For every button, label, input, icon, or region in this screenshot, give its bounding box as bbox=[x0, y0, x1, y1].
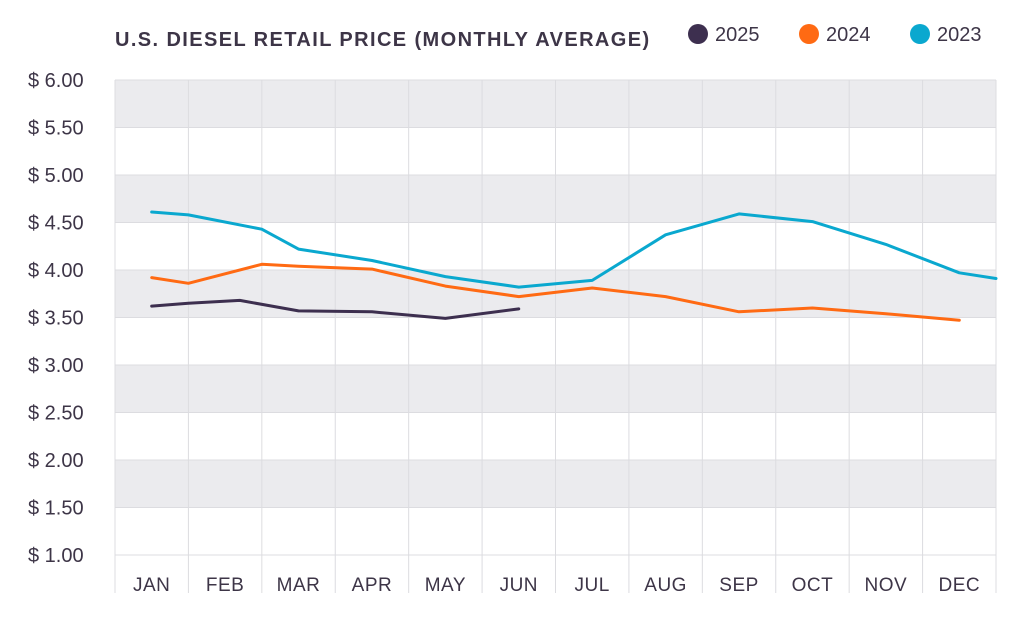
y-tick-label: $ 5.50 bbox=[28, 118, 84, 140]
x-tick-label: MAR bbox=[277, 575, 321, 596]
y-tick-label: $ 6.00 bbox=[28, 70, 84, 92]
x-tick-label: APR bbox=[352, 575, 393, 596]
series-line-2025 bbox=[150, 298, 521, 320]
legend-marker-2025 bbox=[688, 24, 708, 44]
legend-marker-2024 bbox=[799, 24, 819, 44]
y-tick-label: $ 3.00 bbox=[28, 355, 84, 377]
x-axis-ticks: JAN FEB MAR APR MAY JUN JUL AUG SEP OCT NOV DEC bbox=[133, 575, 980, 596]
series-line-2024 bbox=[150, 262, 961, 322]
x-tick-label: JAN bbox=[133, 575, 170, 596]
legend-label-2025: 2025 bbox=[715, 24, 760, 46]
chart-title: U.S. DIESEL RETAIL PRICE (MONTHLY AVERAG… bbox=[115, 29, 651, 51]
x-tick-label: SEP bbox=[719, 575, 759, 596]
legend-label-2024: 2024 bbox=[826, 24, 871, 46]
horizontal-gridlines bbox=[115, 79, 996, 556]
y-tick-label: $ 1.50 bbox=[28, 498, 84, 520]
y-axis-ticks: $ 1.00 $ 1.50 $ 2.00 $ 2.50 $ 3.00 $ 3.50 $ 4.… bbox=[28, 70, 84, 567]
series-line-2023 bbox=[150, 210, 998, 289]
x-tick-label: AUG bbox=[644, 575, 687, 596]
x-tick-label: NOV bbox=[865, 575, 908, 596]
y-tick-label: $ 2.00 bbox=[28, 450, 84, 472]
x-tick-label: JUL bbox=[575, 575, 610, 596]
x-tick-label: DEC bbox=[938, 575, 980, 596]
vertical-gridlines bbox=[114, 80, 997, 593]
series-lines bbox=[150, 210, 998, 322]
y-tick-label: $ 1.00 bbox=[28, 545, 84, 567]
x-tick-label: OCT bbox=[792, 575, 834, 596]
y-tick-label: $ 3.50 bbox=[28, 308, 84, 330]
legend-label-2023: 2023 bbox=[937, 24, 982, 46]
legend: 2025 2024 2023 bbox=[688, 24, 982, 46]
x-tick-label: JUN bbox=[500, 575, 538, 596]
y-tick-label: $ 5.00 bbox=[28, 165, 84, 187]
x-tick-label: MAY bbox=[425, 575, 466, 596]
y-tick-label: $ 2.50 bbox=[28, 403, 84, 425]
x-tick-label: FEB bbox=[206, 575, 244, 596]
y-tick-label: $ 4.00 bbox=[28, 260, 84, 282]
legend-marker-2023 bbox=[910, 24, 930, 44]
y-tick-label: $ 4.50 bbox=[28, 213, 84, 235]
